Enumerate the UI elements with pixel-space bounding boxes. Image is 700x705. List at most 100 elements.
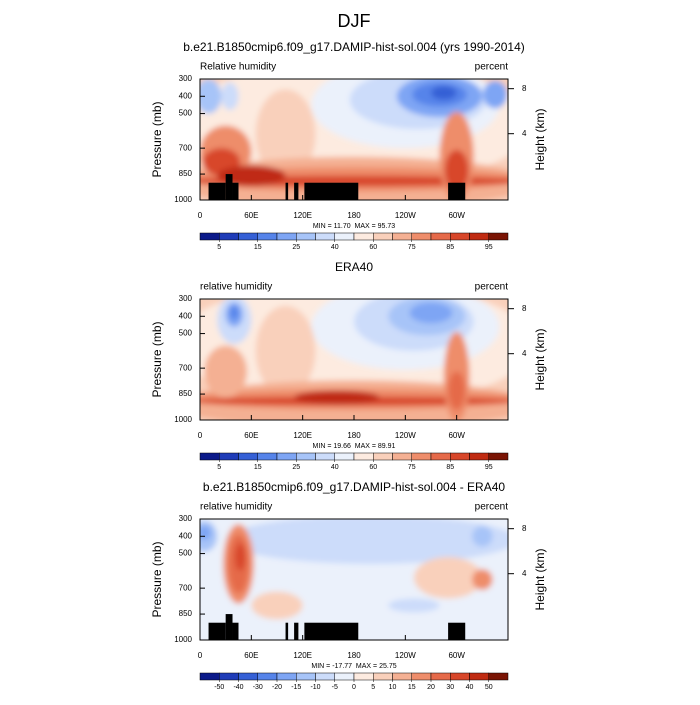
topography	[285, 622, 289, 640]
colorbar-label: 5	[217, 244, 221, 251]
colorbar-label: 25	[292, 464, 300, 471]
colorbar-label: 60	[369, 244, 377, 251]
y-tick-label: 500	[179, 549, 193, 558]
left-label: relative humidity	[200, 502, 272, 513]
y2-axis-label: Height (km)	[533, 328, 547, 390]
contour-region	[413, 557, 483, 599]
colorbar-box	[430, 232, 451, 241]
colorbar-box	[219, 232, 239, 241]
x-tick-label: 180	[347, 431, 361, 440]
colorbar-box	[276, 672, 297, 681]
colorbar-box	[469, 672, 489, 681]
figure-title: DJF	[338, 11, 371, 31]
contour-region	[235, 543, 246, 571]
colorbar-label: -50	[214, 684, 224, 691]
y2-tick-label: 8	[522, 524, 527, 533]
contour-region	[255, 89, 316, 180]
topography	[225, 174, 233, 200]
colorbar-label: 95	[485, 244, 493, 251]
contour-region	[251, 591, 303, 620]
x-tick-label: 120E	[293, 431, 312, 440]
y2-tick-label: 4	[522, 569, 527, 578]
x-tick-label: 120E	[293, 211, 312, 220]
colorbar-box	[430, 672, 451, 681]
colorbar-box	[450, 452, 470, 461]
colorbar-box	[373, 452, 393, 461]
topography	[448, 622, 466, 640]
colorbar-label: 75	[408, 464, 416, 471]
colorbar-label: -20	[272, 684, 282, 691]
panel-title: b.e21.B1850cmip6.f09_g17.DAMIP-hist-sol.…	[183, 40, 525, 54]
topography	[285, 182, 289, 200]
right-label: percent	[475, 62, 509, 73]
colorbar-box	[488, 232, 509, 241]
y-tick-label: 400	[179, 531, 193, 540]
contour-region	[221, 82, 239, 111]
colorbar-label: 85	[446, 244, 454, 251]
left-label: Relative humidity	[200, 62, 276, 73]
colorbar-box	[353, 672, 374, 681]
contour-region	[448, 371, 466, 410]
y-tick-label: 400	[179, 311, 193, 320]
y-tick-label: 700	[179, 363, 193, 372]
colorbar-box	[296, 452, 316, 461]
topography	[208, 182, 226, 200]
colorbar-box	[257, 672, 278, 681]
contour-region	[225, 519, 508, 564]
y-tick-label: 850	[179, 169, 193, 178]
colorbar-label: 95	[485, 464, 493, 471]
y2-tick-label: 8	[522, 84, 527, 93]
contour-region	[409, 302, 453, 324]
colorbar-box	[411, 232, 432, 241]
panel-title: ERA40	[335, 260, 373, 274]
y-axis-label: Pressure (mb)	[150, 101, 164, 177]
contour-region	[388, 598, 440, 613]
topography	[232, 622, 239, 640]
colorbar-label: 5	[217, 464, 221, 471]
colorbar-box	[469, 452, 489, 461]
y-tick-label: 850	[179, 609, 193, 618]
y-tick-label: 500	[179, 329, 193, 338]
contour-region	[200, 525, 212, 540]
y-tick-label: 1000	[174, 195, 192, 204]
colorbar-label: 85	[446, 464, 454, 471]
colorbar-box	[334, 452, 355, 461]
colorbar-box	[296, 232, 316, 241]
colorbar-label: 60	[369, 464, 377, 471]
colorbar-label: 20	[427, 684, 435, 691]
colorbar-box	[334, 672, 355, 681]
contour-region	[472, 569, 493, 590]
colorbar-box	[219, 452, 239, 461]
contour-region	[294, 390, 380, 405]
colorbar-box	[315, 452, 335, 461]
topography	[225, 614, 233, 640]
colorbar-box	[315, 672, 335, 681]
y2-axis-label: Height (km)	[533, 108, 547, 170]
x-tick-label: 120W	[395, 211, 416, 220]
y-tick-label: 300	[179, 294, 193, 303]
colorbar-box	[392, 672, 412, 681]
contour-region	[431, 85, 457, 100]
left-label: relative humidity	[200, 282, 272, 293]
colorbar-box	[392, 232, 412, 241]
colorbar-label: -30	[253, 684, 263, 691]
colorbar-box	[296, 672, 316, 681]
x-tick-label: 120W	[395, 651, 416, 660]
x-tick-label: 60E	[244, 211, 258, 220]
y-tick-label: 300	[179, 74, 193, 83]
x-tick-label: 180	[347, 651, 361, 660]
x-tick-label: 60E	[244, 651, 258, 660]
colorbar-label: 10	[389, 684, 397, 691]
y-axis-label: Pressure (mb)	[150, 321, 164, 397]
colorbar-box	[315, 232, 335, 241]
colorbar-box	[238, 452, 258, 461]
colorbar-box	[257, 452, 278, 461]
colorbar-box	[257, 232, 278, 241]
colorbar-box	[219, 672, 239, 681]
colorbar-label: 40	[466, 684, 474, 691]
colorbar-box	[238, 232, 258, 241]
colorbar-box	[411, 672, 432, 681]
colorbar-box	[411, 452, 432, 461]
colorbar-box	[199, 672, 220, 681]
x-tick-label: 0	[198, 651, 203, 660]
